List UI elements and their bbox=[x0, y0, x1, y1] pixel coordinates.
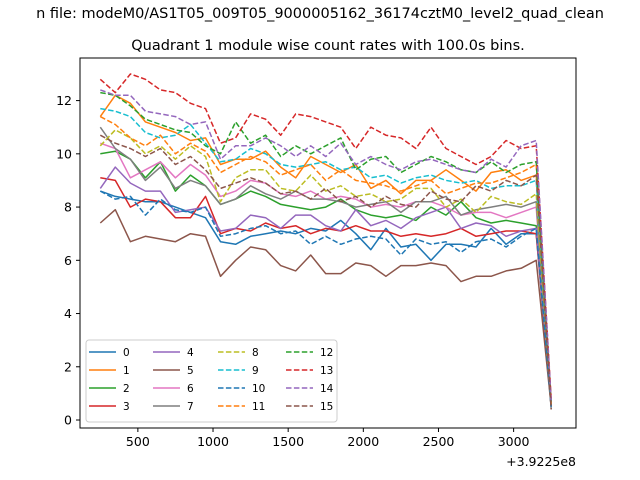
x-tick-label: 2000 bbox=[347, 434, 379, 449]
y-tick-label: 6 bbox=[64, 253, 72, 268]
y-tick-label: 8 bbox=[64, 200, 72, 215]
legend-label: 14 bbox=[320, 383, 334, 395]
series-line-7 bbox=[99, 126, 552, 410]
series-line-3 bbox=[100, 177, 552, 405]
series-line-15 bbox=[99, 134, 552, 410]
legend-label: 15 bbox=[320, 401, 333, 413]
legend-label: 13 bbox=[320, 365, 333, 377]
legend-label: 1 bbox=[123, 365, 130, 377]
legend-label: 9 bbox=[252, 365, 259, 377]
legend-label: 0 bbox=[123, 347, 130, 359]
series-line-8 bbox=[99, 129, 552, 407]
figure-suptitle: n file: modeM0/AS1T05_009T05_9000005162_… bbox=[36, 6, 604, 22]
x-tick-label: 1500 bbox=[272, 434, 304, 449]
legend-label: 5 bbox=[187, 365, 194, 377]
y-tick-label: 2 bbox=[64, 359, 72, 374]
series-line-12 bbox=[100, 91, 552, 402]
series-line-13 bbox=[99, 73, 552, 399]
x-axis: 500 1000 1500 2000 2500 3000 bbox=[126, 428, 530, 449]
y-tick-label: 10 bbox=[56, 146, 72, 161]
legend-label: 12 bbox=[320, 347, 333, 359]
series-line-5 bbox=[99, 208, 552, 407]
legend-label: 7 bbox=[187, 401, 194, 413]
legend-label: 3 bbox=[123, 401, 130, 413]
series-line-1 bbox=[99, 94, 552, 405]
legend-label: 11 bbox=[252, 401, 265, 413]
legend-label: 8 bbox=[252, 347, 259, 359]
series-line-0 bbox=[100, 190, 552, 407]
series-line-14 bbox=[100, 89, 552, 402]
legend-label: 2 bbox=[123, 383, 130, 395]
x-tick-label: 2500 bbox=[423, 434, 455, 449]
series-line-10 bbox=[99, 190, 552, 407]
series-line-4 bbox=[99, 166, 552, 405]
legend-label: 10 bbox=[252, 383, 265, 395]
x-tick-label: 1000 bbox=[197, 434, 229, 449]
series-line-11 bbox=[99, 115, 552, 405]
y-tick-label: 4 bbox=[64, 306, 72, 321]
x-tick-label: 500 bbox=[126, 434, 150, 449]
series-line-9 bbox=[100, 107, 552, 405]
legend-frame bbox=[85, 339, 338, 423]
x-axis-offset-label: +3.9225e8 bbox=[506, 454, 576, 469]
legend-label: 4 bbox=[187, 347, 194, 359]
series-line-2 bbox=[100, 150, 552, 407]
chart-title: Quadrant 1 module wise count rates with … bbox=[131, 38, 525, 54]
y-tick-label: 12 bbox=[56, 93, 72, 108]
y-tick-label: 0 bbox=[64, 413, 72, 428]
x-tick-label: 3000 bbox=[498, 434, 530, 449]
y-axis: 0 2 4 6 8 10 12 bbox=[56, 93, 80, 428]
legend-label: 6 bbox=[187, 383, 194, 395]
series-lines bbox=[99, 73, 552, 410]
